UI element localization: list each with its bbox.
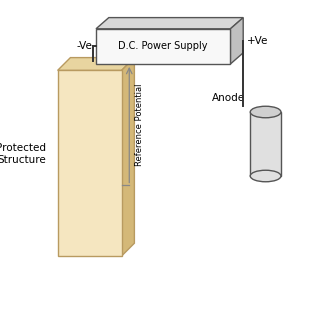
Polygon shape	[96, 18, 243, 29]
Text: Protected
Structure: Protected Structure	[0, 143, 46, 165]
Bar	[96, 29, 230, 64]
Ellipse shape	[250, 170, 281, 182]
Ellipse shape	[250, 106, 281, 118]
Polygon shape	[58, 58, 134, 70]
Text: -Ve: -Ve	[77, 41, 93, 52]
Polygon shape	[230, 18, 243, 64]
Text: Reference Potential: Reference Potential	[135, 84, 144, 166]
Text: Anode: Anode	[212, 92, 245, 103]
Bar	[250, 112, 281, 176]
Text: D.C. Power Supply: D.C. Power Supply	[118, 41, 208, 52]
Bar	[58, 70, 122, 256]
Polygon shape	[122, 58, 134, 256]
Text: +Ve: +Ve	[247, 36, 268, 46]
